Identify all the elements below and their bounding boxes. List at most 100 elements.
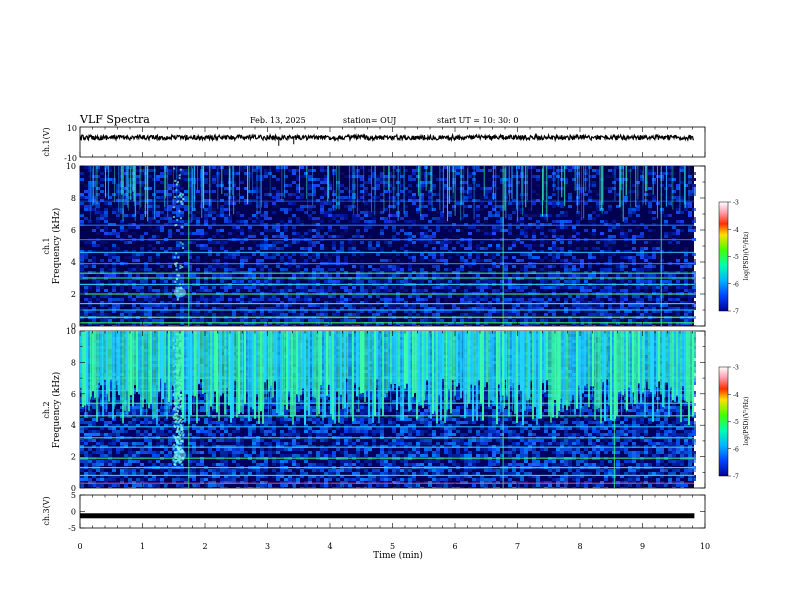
spectrogram-cell bbox=[228, 217, 232, 220]
spectrogram-cell bbox=[472, 223, 476, 226]
spectrogram-cell bbox=[160, 298, 164, 301]
spectrogram-cell bbox=[640, 304, 644, 307]
spectrogram-cell bbox=[520, 298, 524, 301]
spectrogram-cell bbox=[140, 250, 144, 253]
spectrogram-cell bbox=[136, 202, 140, 205]
spectrogram-cell bbox=[568, 166, 572, 169]
spectrogram-cell bbox=[152, 319, 156, 322]
spectrogram-cell bbox=[448, 214, 452, 217]
spectrogram-cell bbox=[636, 202, 640, 205]
spectrogram-cell bbox=[548, 196, 552, 199]
spectrogram-cell bbox=[120, 208, 124, 211]
spectrogram-cell bbox=[508, 214, 512, 217]
spectrogram-cell bbox=[612, 301, 616, 304]
spectrogram-cell bbox=[304, 205, 308, 208]
spectrogram-cell bbox=[160, 190, 164, 193]
spectrogram-cell bbox=[172, 202, 176, 205]
spectrogram-cell bbox=[296, 187, 300, 190]
spectrogram-cell bbox=[160, 166, 164, 169]
spectrogram-cell bbox=[492, 208, 496, 211]
spectrogram-cell bbox=[592, 181, 596, 184]
spectrogram-cell bbox=[648, 298, 652, 301]
spectrogram-cell bbox=[112, 223, 116, 226]
spectrogram-cell bbox=[160, 301, 164, 304]
spectrogram-cell bbox=[304, 304, 308, 307]
spectrogram-cell bbox=[380, 172, 384, 175]
spectrogram-cell bbox=[532, 268, 536, 271]
spectrogram-cell bbox=[236, 235, 240, 238]
spectrogram-cell bbox=[296, 241, 300, 244]
burst-cell bbox=[172, 215, 175, 218]
spectrogram-cell bbox=[492, 256, 496, 259]
spectrogram-cell bbox=[284, 307, 288, 310]
spectrogram-cell bbox=[440, 253, 444, 256]
spectrogram-cell bbox=[460, 268, 464, 271]
spectrogram-cell bbox=[532, 202, 536, 205]
spectrogram-cell bbox=[196, 301, 200, 304]
spectrogram-cell bbox=[216, 313, 220, 316]
spectrogram-cell bbox=[484, 226, 488, 229]
spectrogram-cell bbox=[584, 217, 588, 220]
spectrogram-cell bbox=[508, 313, 512, 316]
spectrogram-cell bbox=[548, 304, 552, 307]
spectrogram-cell bbox=[96, 298, 100, 301]
spectrogram-cell bbox=[576, 196, 580, 199]
spectrogram-cell bbox=[572, 256, 576, 259]
spectrogram-cell bbox=[320, 226, 324, 229]
spectrogram-cell bbox=[344, 196, 348, 199]
spectrogram-cell bbox=[144, 319, 148, 322]
spectrogram-cell bbox=[332, 190, 336, 193]
spectrogram-cell bbox=[688, 301, 692, 304]
spectrogram-cell bbox=[300, 307, 304, 310]
spectrogram-cell bbox=[412, 259, 416, 262]
spectrogram-cell bbox=[280, 220, 284, 223]
spectrogram-cell bbox=[428, 205, 432, 208]
spectrogram-cell bbox=[328, 226, 332, 229]
spectrogram-cell bbox=[584, 304, 588, 307]
spectrogram-cell bbox=[284, 211, 288, 214]
spectrogram-cell bbox=[564, 256, 568, 259]
spectrogram-cell bbox=[260, 289, 264, 292]
spectrogram-cell bbox=[412, 235, 416, 238]
spectrogram-cell bbox=[524, 301, 528, 304]
spectrogram-cell bbox=[336, 205, 340, 208]
spectrogram-cell bbox=[520, 229, 524, 232]
spectrogram-cell bbox=[192, 313, 196, 316]
spectrogram-cell bbox=[588, 313, 592, 316]
spectrogram-cell bbox=[636, 235, 640, 238]
spectrogram-cell bbox=[604, 274, 608, 277]
spectrogram-cell bbox=[172, 304, 176, 307]
spectrogram-cell bbox=[380, 229, 384, 232]
spectrogram-cell bbox=[492, 193, 496, 196]
spectrogram-cell bbox=[284, 223, 288, 226]
spectrogram-cell bbox=[388, 220, 392, 223]
spectrogram-cell bbox=[244, 256, 248, 259]
burst-cell bbox=[175, 286, 178, 289]
spectrogram-cell bbox=[592, 211, 596, 214]
spectrogram-cell bbox=[148, 196, 152, 199]
spectrogram-cell bbox=[256, 178, 260, 181]
spectrogram-cell bbox=[212, 325, 216, 326]
spectrogram-cell bbox=[324, 181, 328, 184]
spectrogram-cell bbox=[252, 199, 256, 202]
ch1-waveform-panel: 10 -10 ch.1(V) bbox=[42, 124, 706, 163]
spectrogram-cell bbox=[452, 310, 456, 313]
spectrogram-cell bbox=[656, 322, 660, 325]
spectrogram-cell bbox=[188, 250, 192, 253]
spectrogram-cell bbox=[212, 199, 216, 202]
spectrogram-cell bbox=[516, 226, 520, 229]
spectrogram-cell bbox=[264, 187, 268, 190]
spectrogram-cell bbox=[520, 232, 524, 235]
spectrogram-cell bbox=[248, 217, 252, 220]
spectrogram-cell bbox=[408, 175, 412, 178]
spectrogram-cell bbox=[96, 232, 100, 235]
spectrogram-cell bbox=[480, 196, 484, 199]
spectrogram-cell bbox=[176, 202, 180, 205]
spectrogram-cell bbox=[464, 319, 468, 322]
spectrogram-cell bbox=[420, 226, 424, 229]
spectrogram-cell bbox=[88, 304, 92, 307]
spectrogram-cell bbox=[492, 289, 496, 292]
spectrogram-cell bbox=[348, 169, 352, 172]
spectrogram-cell bbox=[608, 268, 612, 271]
spectrogram-cell bbox=[212, 259, 216, 262]
